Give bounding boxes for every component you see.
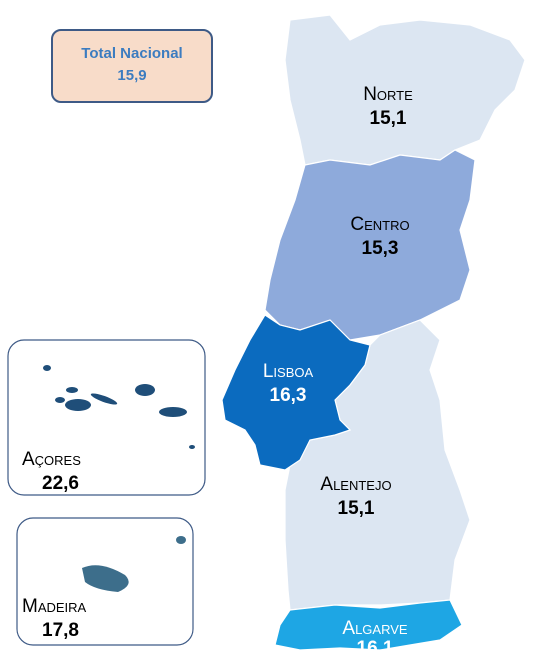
region-name: Madeira (22, 596, 87, 617)
region-value: 16,1 (357, 638, 394, 658)
region-name: Alentejo (320, 474, 391, 495)
region-value: 15,1 (370, 108, 407, 129)
region-value: 15,1 (338, 498, 375, 519)
region-name: Açores (22, 449, 81, 470)
total-value: 15,9 (117, 67, 146, 84)
acores-box (7, 339, 206, 496)
region-name: Centro (350, 214, 409, 235)
region-value: 16,3 (270, 385, 307, 406)
total-box (51, 29, 213, 103)
region-value: 17,8 (42, 620, 79, 641)
region-name: Lisboa (263, 361, 314, 382)
region-name: Norte (363, 84, 413, 105)
region-value: 22,6 (42, 473, 79, 494)
region-centro (264, 149, 476, 341)
region-lisboa (221, 314, 371, 471)
acores-islands (43, 365, 195, 449)
region-value: 15,3 (362, 238, 399, 259)
total-label: Total Nacional (81, 45, 182, 62)
region-norte (284, 14, 526, 166)
region-algarve (274, 599, 463, 651)
madeira-islands (82, 536, 186, 592)
region-name: Algarve (342, 618, 408, 639)
